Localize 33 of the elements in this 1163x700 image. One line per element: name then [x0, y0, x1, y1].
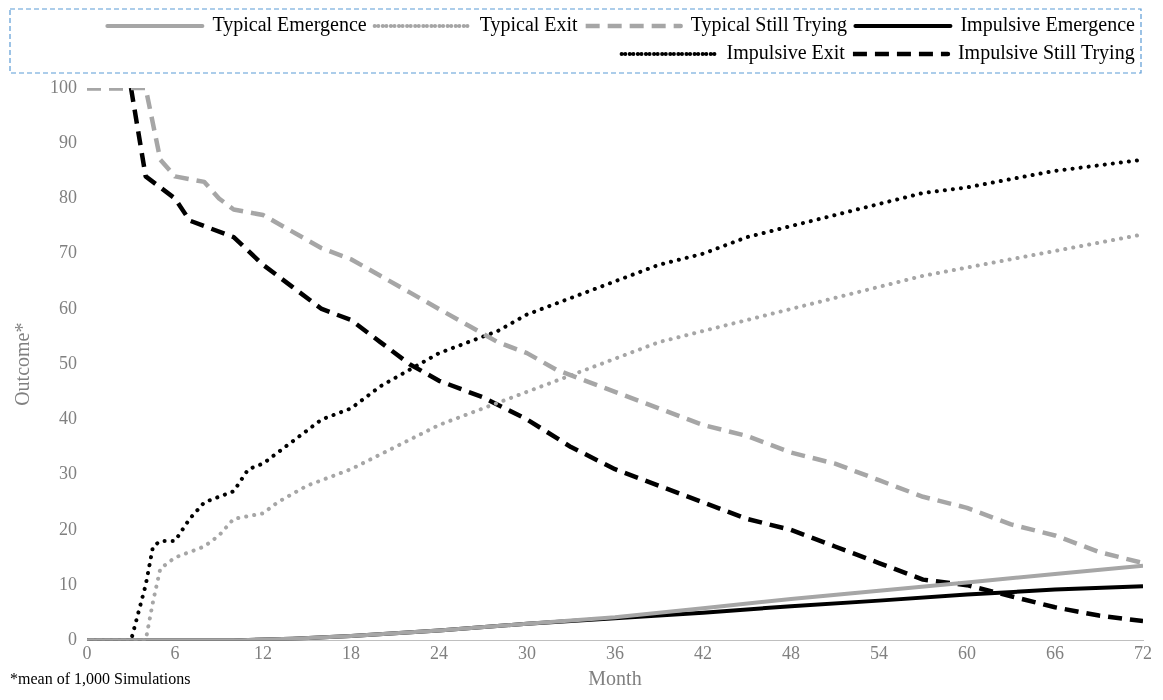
- x-tick-label: 30: [518, 642, 536, 663]
- y-tick-label: 60: [59, 297, 77, 318]
- x-tick-label: 24: [430, 642, 448, 663]
- legend-label: Typical Exit: [479, 13, 579, 37]
- x-tick-label: 42: [694, 642, 712, 663]
- y-tick-label: 30: [59, 463, 77, 484]
- y-tick-label: 10: [59, 573, 77, 594]
- legend-label: Impulsive Emergence: [960, 13, 1136, 37]
- y-tick-label: 90: [59, 131, 77, 152]
- x-tick-label: 18: [342, 642, 360, 663]
- y-tick-label: 50: [59, 352, 77, 373]
- legend-label: Impulsive Exit: [726, 41, 846, 65]
- x-tick-label: 72: [1134, 642, 1152, 663]
- y-tick-label: 100: [50, 76, 77, 97]
- y-tick-label: 20: [59, 518, 77, 539]
- y-tick-label: 70: [59, 242, 77, 263]
- text: *mean of 1,000 Simulations: [10, 670, 191, 688]
- y-tick-label: 40: [59, 408, 77, 429]
- x-tick-label: 36: [606, 642, 624, 663]
- x-axis-title: Month: [588, 667, 642, 690]
- x-tick-label: 6: [170, 642, 180, 663]
- x-tick-label: 0: [82, 642, 92, 663]
- x-tick-label: 60: [958, 642, 976, 663]
- legend-label: Typical Still Trying: [690, 13, 848, 37]
- x-tick-label: 66: [1046, 642, 1064, 663]
- y-axis-title: Outcome*: [11, 322, 34, 406]
- x-tick-label: 54: [870, 642, 888, 663]
- legend-label: Typical Emergence: [212, 13, 367, 37]
- x-tick-label: 12: [254, 642, 272, 663]
- x-tick-label: 48: [782, 642, 800, 663]
- y-tick-label: 80: [59, 187, 77, 208]
- legend-label: Impulsive Still Trying: [957, 41, 1135, 65]
- y-tick-label: 0: [68, 629, 77, 650]
